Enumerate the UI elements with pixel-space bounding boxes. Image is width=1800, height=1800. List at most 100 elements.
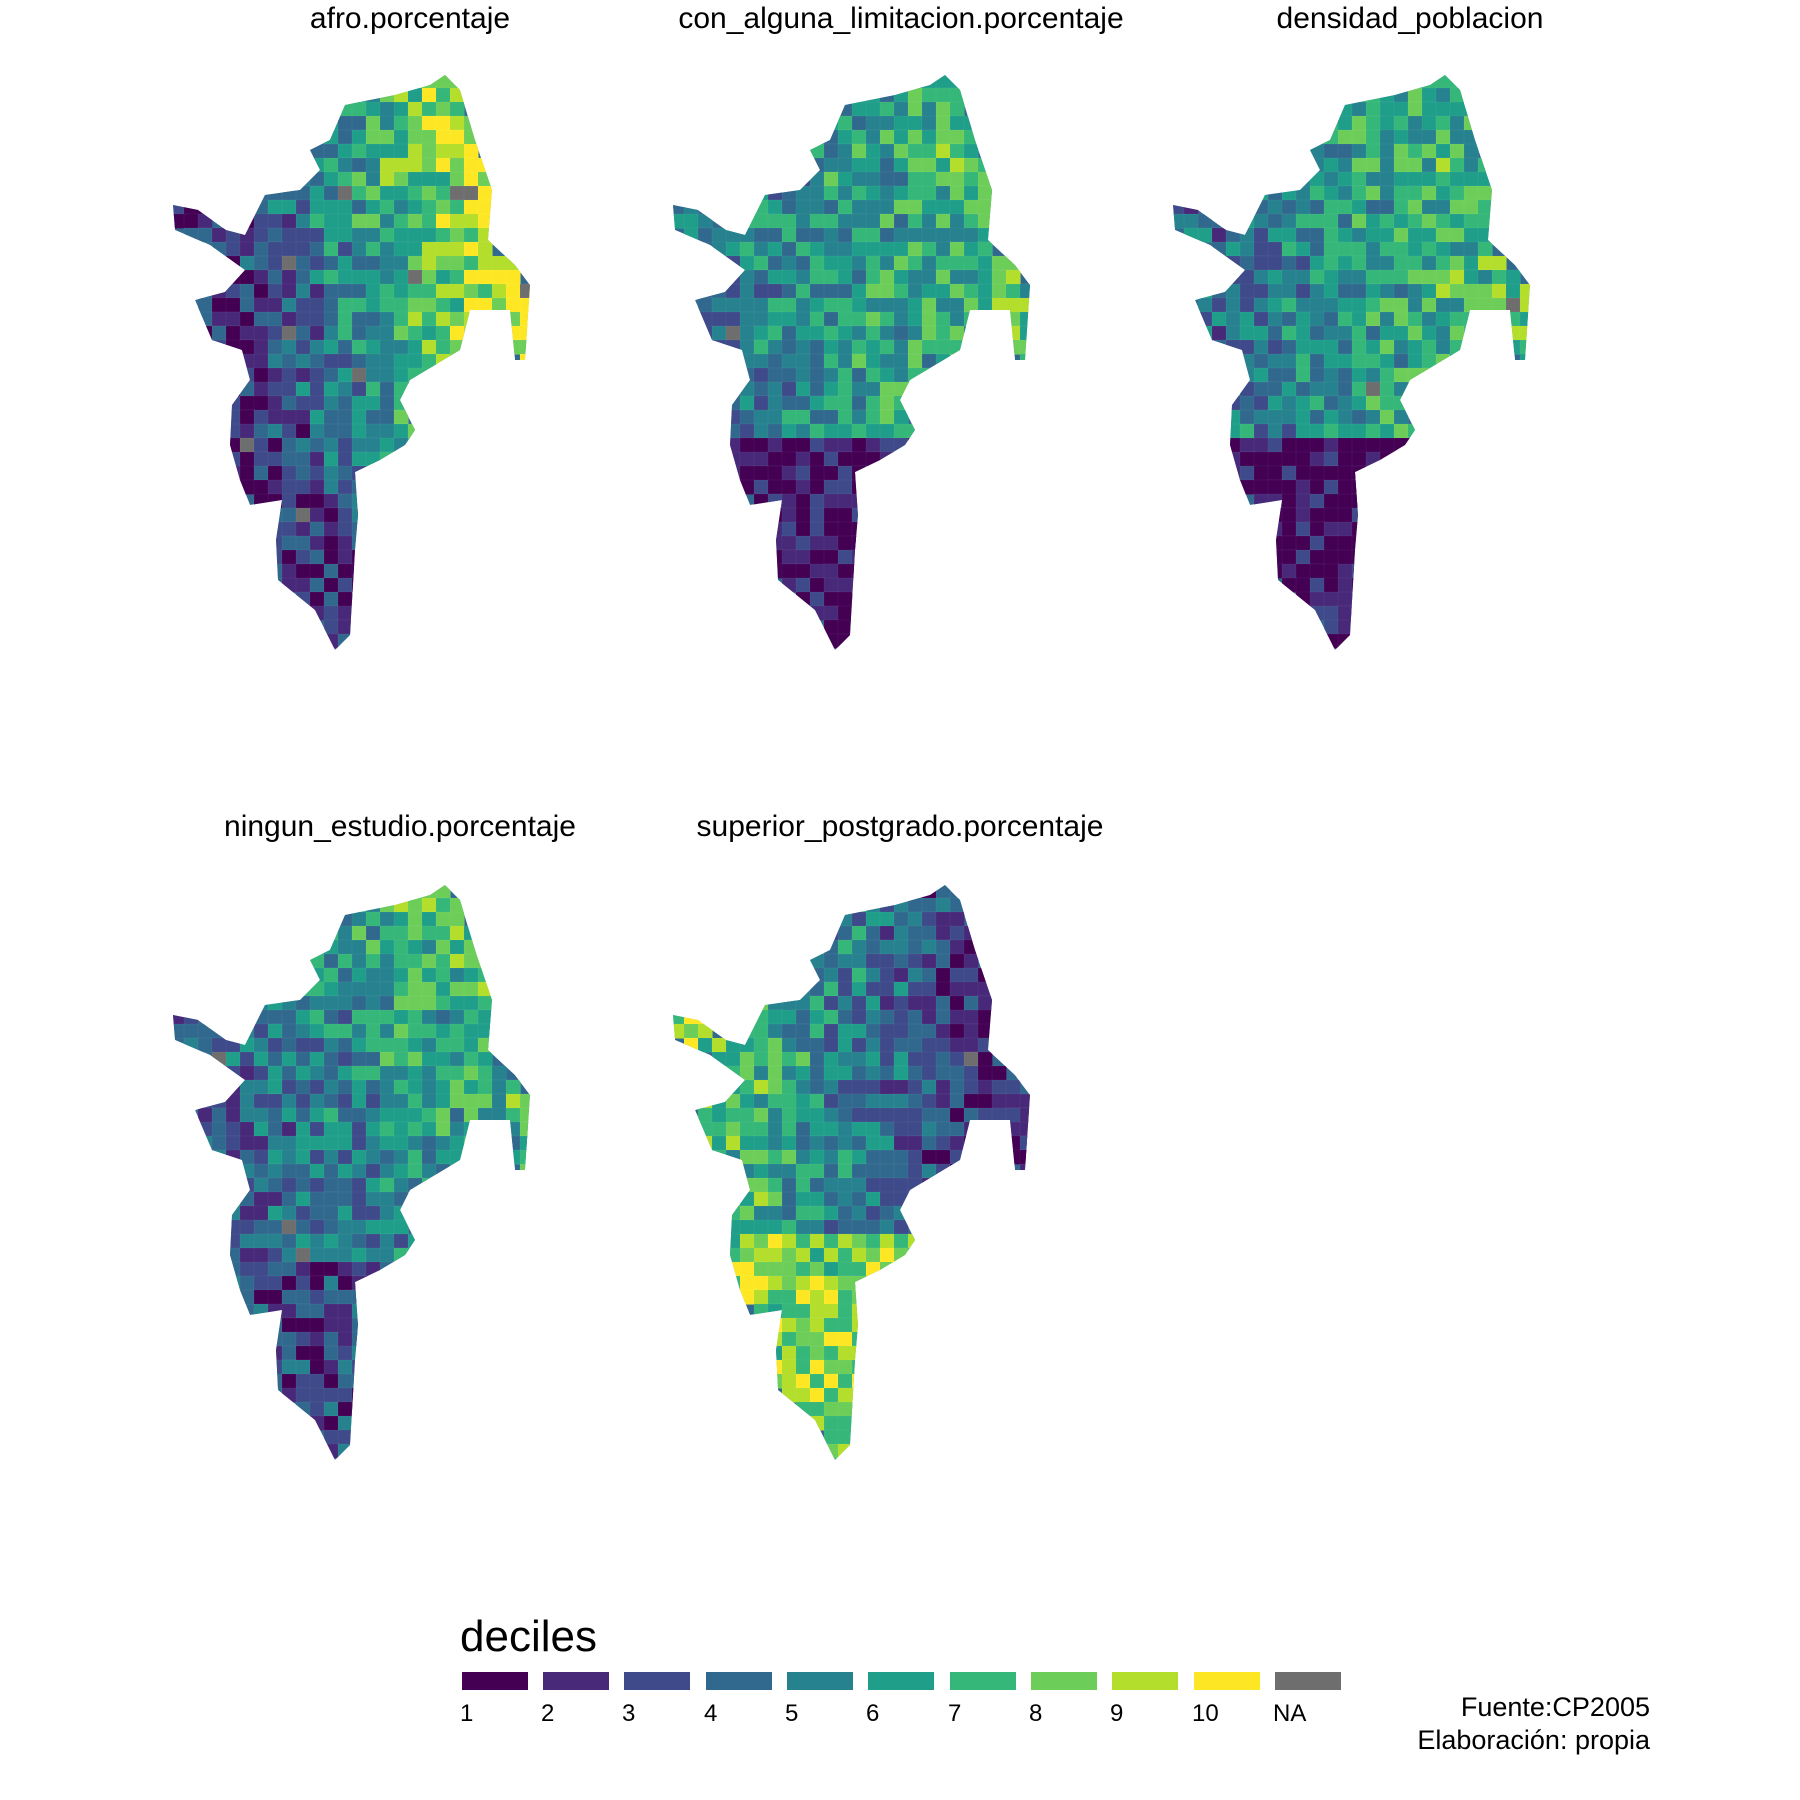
map-cell <box>1421 185 1437 201</box>
map-cell <box>795 241 811 257</box>
map-cell <box>379 1219 395 1235</box>
map-cell <box>753 269 769 285</box>
map-cell <box>753 1289 769 1305</box>
map-cell <box>739 1177 755 1193</box>
map-cell <box>837 1429 867 1445</box>
map-cell <box>767 1261 783 1277</box>
map-cell <box>739 1247 755 1263</box>
map-cell <box>1267 353 1283 369</box>
map-cell <box>309 521 325 537</box>
map-cell <box>379 311 395 327</box>
map-cell <box>337 1261 353 1277</box>
map-cell <box>1365 143 1381 159</box>
map-cell <box>1295 395 1311 411</box>
map-cell <box>767 255 783 271</box>
map-cell <box>851 87 867 103</box>
map-cell <box>851 995 867 1011</box>
map-cell <box>865 1163 881 1179</box>
map-cell <box>879 1037 895 1053</box>
map-cell <box>725 227 741 243</box>
map-cell <box>865 1079 881 1095</box>
map-cell <box>1253 269 1269 285</box>
map-cell <box>323 633 339 649</box>
map-cell <box>1211 283 1227 299</box>
map-cell <box>477 1051 493 1067</box>
map-cell <box>921 897 937 913</box>
map-cell <box>1295 269 1311 285</box>
map-cell <box>837 493 853 509</box>
map-cell <box>1351 591 1381 607</box>
map-cell <box>1323 283 1339 299</box>
map-cell <box>1267 255 1283 271</box>
map-cell <box>1197 311 1213 327</box>
map-cell <box>1365 451 1381 467</box>
map-cell <box>767 1009 783 1025</box>
map-cell <box>823 1205 839 1221</box>
map-cell <box>309 1093 325 1109</box>
map-cell <box>365 101 381 117</box>
map-cell <box>337 1121 353 1137</box>
map-cell <box>253 381 269 397</box>
map-cell <box>781 1359 797 1375</box>
map-cell <box>907 255 923 271</box>
map-cell <box>337 367 353 383</box>
map-cell <box>421 185 437 201</box>
map-cells <box>173 885 530 1460</box>
map-cell <box>865 325 881 341</box>
map-cell <box>393 897 409 913</box>
map-cell <box>351 1317 381 1333</box>
map-cell <box>1323 241 1339 257</box>
map-cell <box>309 1023 325 1039</box>
map-cell <box>837 911 853 927</box>
map-cell <box>1253 451 1269 467</box>
map-cell <box>379 437 395 453</box>
map-cell <box>963 129 993 145</box>
map-cell <box>505 1079 521 1095</box>
map-cell <box>893 129 909 145</box>
map-cell <box>421 1051 437 1067</box>
map-cell <box>963 1023 979 1039</box>
map-cell <box>323 395 339 411</box>
map-cell <box>1351 367 1367 383</box>
map-cell <box>739 297 755 313</box>
map-cell <box>809 409 825 425</box>
map-cell <box>1421 101 1437 117</box>
map-cell <box>295 1009 311 1025</box>
map-cell <box>963 1079 979 1095</box>
map-cell <box>309 423 325 439</box>
map-cell <box>795 563 811 579</box>
map-cell <box>921 241 937 257</box>
map-cell <box>421 1149 437 1165</box>
map-cell <box>281 409 297 425</box>
map-cell <box>351 87 367 103</box>
map-cell <box>795 171 811 187</box>
map-cell <box>767 325 783 341</box>
map-cell <box>337 1093 353 1109</box>
map-cell <box>935 1051 951 1067</box>
map-cell <box>435 185 451 201</box>
map-cell <box>351 1163 367 1179</box>
map-cell <box>225 1065 241 1081</box>
map-cell <box>697 325 713 341</box>
map-cell <box>337 1037 353 1053</box>
map-cell <box>365 1275 381 1291</box>
map-cell <box>1393 297 1409 313</box>
map-cell <box>809 549 825 565</box>
map-cell <box>963 953 979 969</box>
map-cell <box>767 479 783 495</box>
map-cell <box>365 1205 381 1221</box>
map-cell <box>1337 297 1353 313</box>
map-cell <box>267 1065 283 1081</box>
map-cell <box>879 311 895 327</box>
map-cell <box>463 1121 479 1137</box>
map-cells <box>673 885 1030 1460</box>
map-cell <box>921 1079 937 1095</box>
map-cell <box>463 311 479 327</box>
map-cell <box>1253 241 1269 257</box>
map-cell <box>963 157 979 173</box>
map-cell <box>1421 311 1437 327</box>
map-cell <box>823 939 839 955</box>
map-cell <box>351 1373 367 1389</box>
map-cell <box>1365 409 1381 425</box>
map-cell <box>253 1121 269 1137</box>
